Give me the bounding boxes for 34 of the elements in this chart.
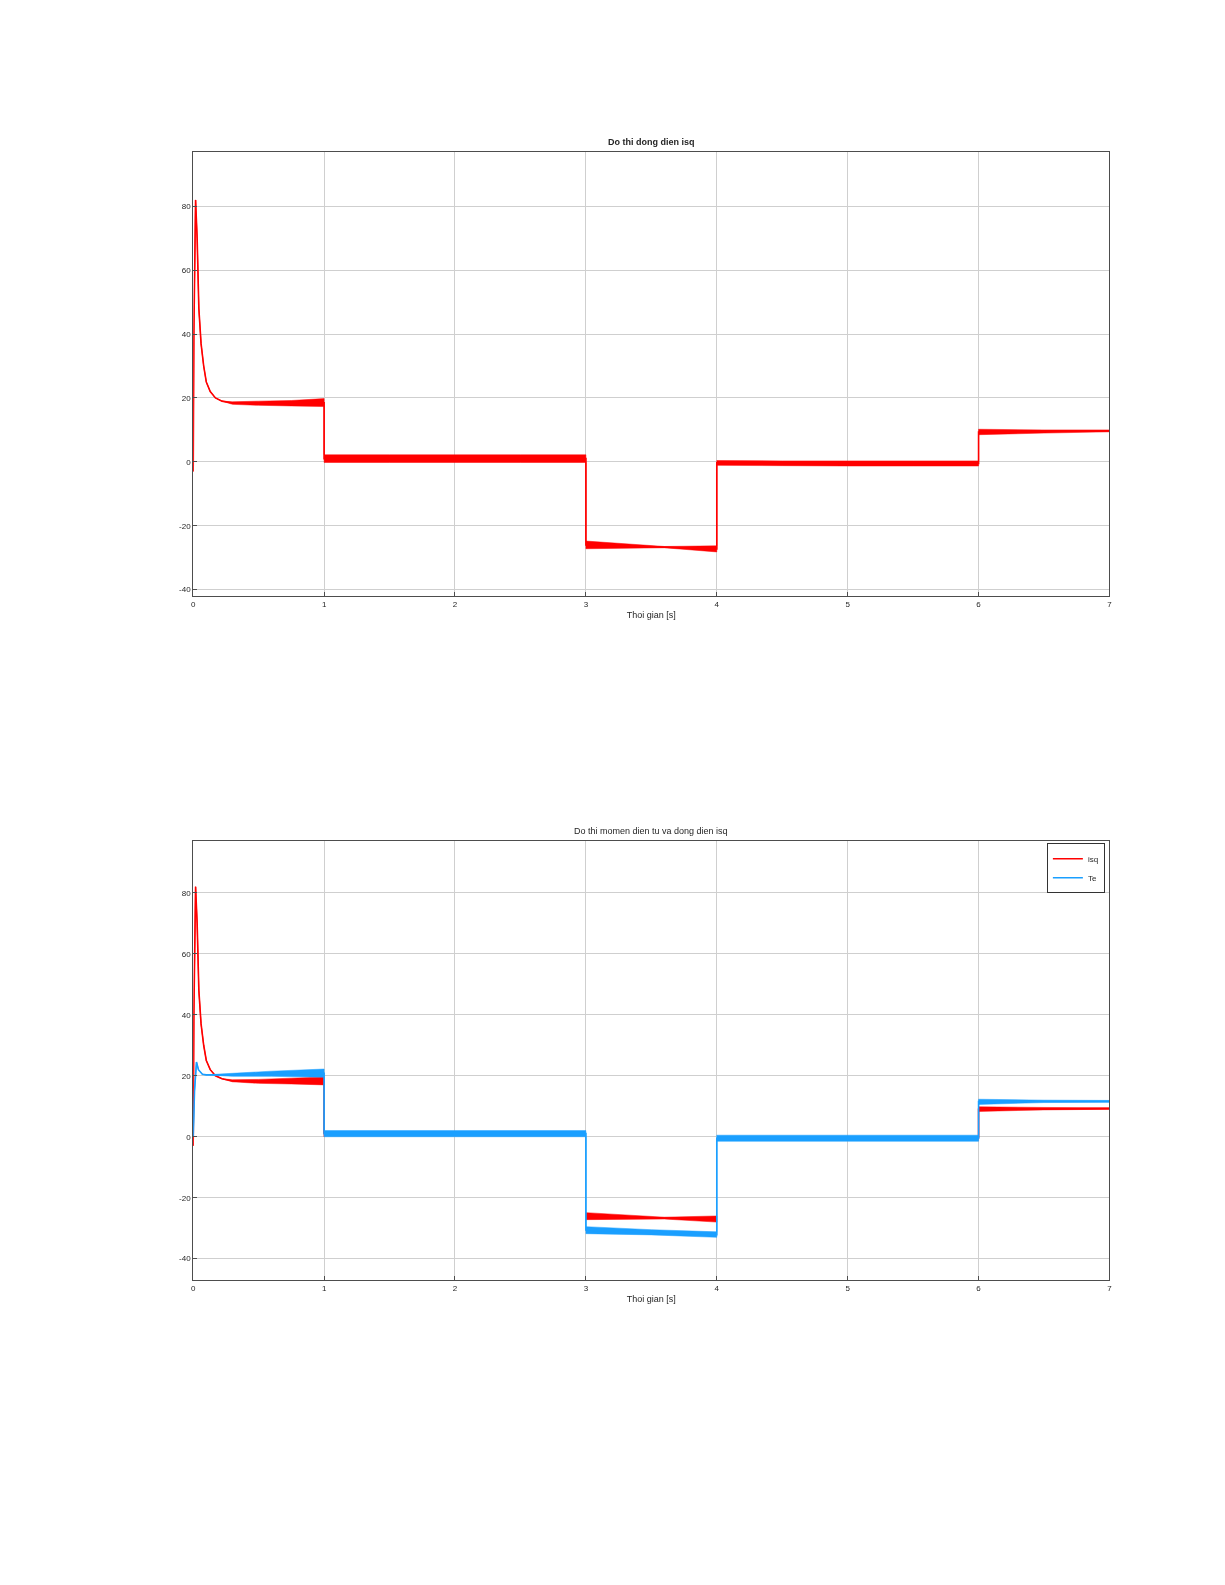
y-tick-label: -40 <box>179 585 192 595</box>
legend-label: isq <box>1087 854 1099 864</box>
x-tick-label: 3 <box>583 599 589 609</box>
x-axis-title: Thoi gian [s] <box>626 1294 676 1305</box>
y-tick-label: -20 <box>179 1193 192 1203</box>
y-tick-label: 80 <box>181 888 192 898</box>
x-tick-label: 3 <box>583 1283 589 1293</box>
legend-label: Te <box>1087 873 1097 883</box>
chart-title: Do thi momen dien tu va dong dien isq <box>574 826 728 836</box>
y-tick-label: 80 <box>181 202 192 212</box>
y-tick-label: -20 <box>179 521 192 531</box>
y-tick-label: 20 <box>181 393 192 403</box>
y-tick-label: -40 <box>179 1254 192 1264</box>
x-tick-label: 2 <box>452 1283 458 1293</box>
x-tick-label: 5 <box>845 1283 851 1293</box>
x-tick-label: 7 <box>1107 599 1113 609</box>
chart-title: Do thi dong dien isq <box>608 137 695 147</box>
x-tick-label: 6 <box>976 1283 982 1293</box>
x-tick-label: 7 <box>1107 1283 1113 1293</box>
y-tick-label: 0 <box>186 1132 192 1142</box>
x-axis-title: Thoi gian [s] <box>626 610 676 621</box>
x-tick-label: 2 <box>452 599 458 609</box>
y-tick-label: 0 <box>186 457 192 467</box>
x-tick-label: 4 <box>714 1283 720 1293</box>
y-tick-label: 40 <box>181 1010 192 1020</box>
x-tick-label: 1 <box>321 1283 327 1293</box>
x-tick-label: 1 <box>321 599 327 609</box>
y-tick-label: 40 <box>181 329 192 339</box>
x-tick-label: 4 <box>714 599 720 609</box>
y-tick-label: 60 <box>181 265 192 275</box>
x-tick-label: 5 <box>845 599 851 609</box>
x-tick-label: 6 <box>976 599 982 609</box>
y-tick-label: 20 <box>181 1071 192 1081</box>
y-tick-label: 60 <box>181 949 192 959</box>
